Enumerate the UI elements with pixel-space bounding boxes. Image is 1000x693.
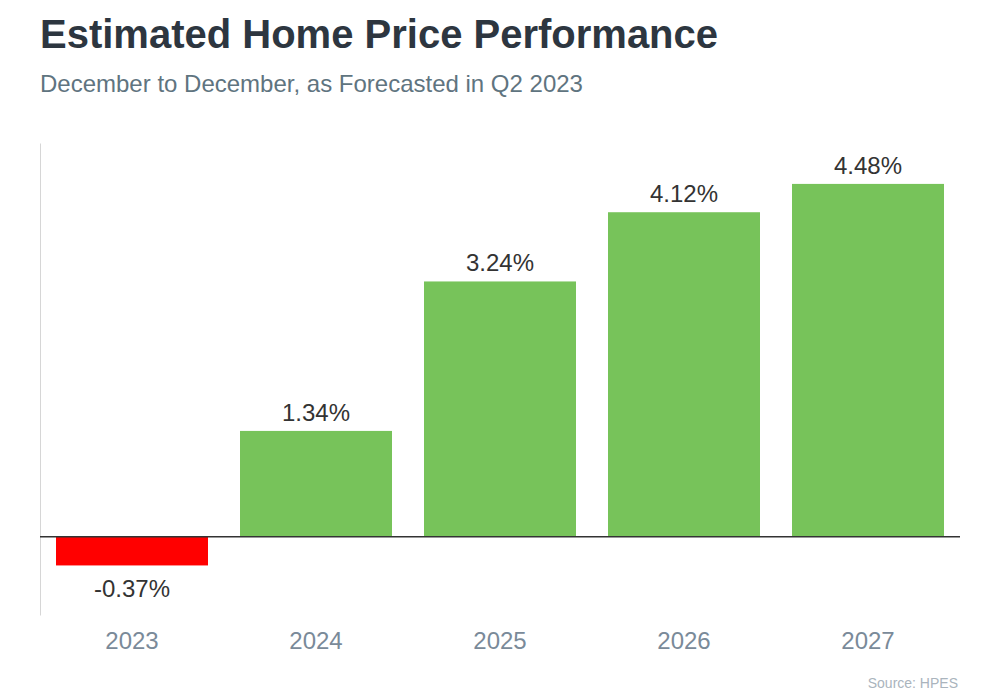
x-tick: 2024 <box>289 627 342 654</box>
x-tick-label: 2027 <box>841 627 894 654</box>
x-tick-label: 2024 <box>289 627 342 654</box>
data-label: 1.34% <box>282 399 350 426</box>
bar <box>792 184 944 536</box>
bar <box>608 212 760 536</box>
bar <box>424 281 576 536</box>
x-tick-label: 2025 <box>473 627 526 654</box>
subtitle: December to December, as Forecasted in Q… <box>40 70 583 97</box>
bars <box>56 184 944 566</box>
data-label: 4.48% <box>834 152 902 179</box>
x-tick: 2027 <box>841 627 894 654</box>
baseline <box>40 536 960 538</box>
title: Estimated Home Price Performance <box>40 12 718 56</box>
x-tick-label: 2023 <box>105 627 158 654</box>
data-labels: -0.37% 1.34% 3.24% 4.12% 4.48% <box>94 152 902 603</box>
bar <box>56 536 208 565</box>
x-tick: 2026 <box>657 627 710 654</box>
y-axis-line <box>40 144 41 616</box>
chart: Estimated Home Price Performance December… <box>0 0 1000 693</box>
x-tick: 2025 <box>473 627 526 654</box>
source: Source: HPES <box>868 675 958 691</box>
bar <box>240 431 392 536</box>
data-label: 3.24% <box>466 249 534 276</box>
y-tick <box>40 536 960 537</box>
x-tick: 2023 <box>105 627 158 654</box>
y-axis <box>40 144 960 616</box>
data-label: -0.37% <box>94 575 170 602</box>
x-tick-label: 2026 <box>657 627 710 654</box>
data-label: 4.12% <box>650 180 718 207</box>
plot: 2023 2024 2025 2026 2027 -0.37% 1.34% 3.24% 4.12… <box>40 144 960 655</box>
x-axis: 2023 2024 2025 2026 2027 <box>105 627 894 654</box>
